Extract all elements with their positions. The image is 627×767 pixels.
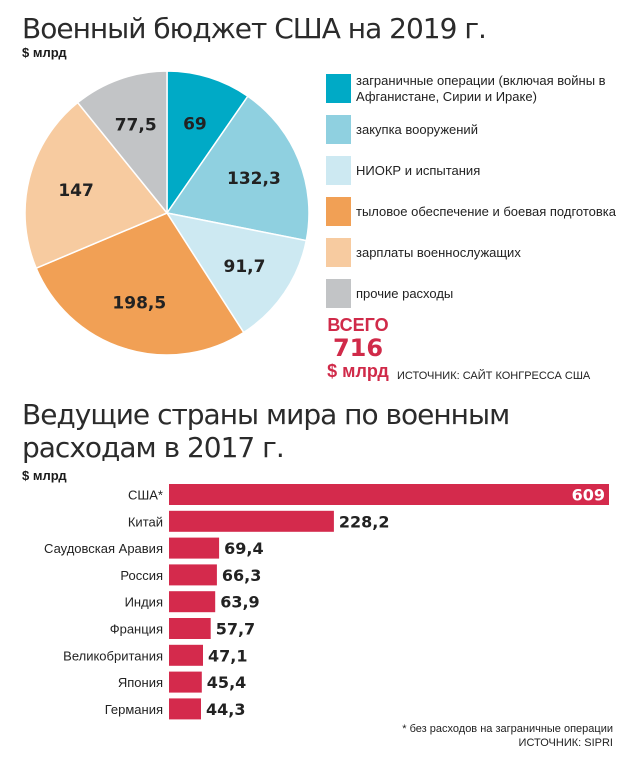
bar-2 bbox=[169, 537, 220, 559]
bar-category-label-1: Китай bbox=[128, 514, 163, 529]
pie-legend: заграничные операции (включая войны в Аф… bbox=[326, 72, 616, 318]
bar-category-label-0: США* bbox=[128, 488, 163, 503]
bar-source: ИСТОЧНИК: SIPRI bbox=[518, 737, 613, 749]
bar-category-label-6: Великобритания bbox=[63, 648, 163, 663]
legend-swatch-1 bbox=[326, 115, 351, 144]
total-label: ВСЕГО bbox=[327, 315, 389, 335]
bar-value-label-8: 44,3 bbox=[206, 700, 245, 719]
legend-label-3: тыловое обеспечение и боевая подготовка bbox=[356, 204, 617, 219]
pie-total: ВСЕГО 716 $ млрд bbox=[318, 315, 398, 381]
bar-category-label-8: Германия bbox=[105, 702, 163, 717]
legend-label-1: закупка вооружений bbox=[356, 122, 478, 137]
pie-chart-title: Военный бюджет США на 2019 г. bbox=[22, 12, 487, 45]
bar-value-label-4: 63,9 bbox=[220, 593, 259, 612]
legend-swatch-5 bbox=[326, 279, 351, 308]
pie-slice-label-3: 198,5 bbox=[112, 294, 166, 314]
bar-value-label-2: 69,4 bbox=[224, 539, 263, 558]
legend-item-0: заграничные операции (включая войны в Аф… bbox=[326, 72, 616, 108]
total-unit: $ млрд bbox=[327, 361, 389, 381]
bar-category-label-7: Япония bbox=[118, 675, 163, 690]
bar-8 bbox=[169, 698, 201, 720]
bar-0 bbox=[169, 484, 609, 505]
bar-value-label-6: 47,1 bbox=[208, 646, 247, 665]
legend-swatch-2 bbox=[326, 156, 351, 185]
footnote-text: * без расходов на заграничные операции bbox=[402, 723, 613, 735]
pie-slice-5 bbox=[76, 70, 168, 216]
bar-category-label-2: Саудовская Аравия bbox=[44, 541, 163, 556]
legend-swatch-3 bbox=[326, 197, 351, 226]
legend-item-3: тыловое обеспечение и боевая подготовка bbox=[326, 195, 616, 231]
bar-value-label-5: 57,7 bbox=[216, 620, 255, 639]
bar-4 bbox=[169, 591, 216, 613]
bar-footnote: * без расходов на заграничные операции И… bbox=[402, 722, 613, 750]
legend-item-4: зарплаты военнослужащих bbox=[326, 236, 616, 272]
bar-category-label-3: Россия bbox=[120, 568, 163, 583]
bar-5 bbox=[169, 618, 211, 639]
legend-label-0: заграничные операции (включая войны в Аф… bbox=[356, 73, 606, 104]
pie-slice-1 bbox=[165, 95, 310, 242]
bar-chart-title-line2: расходам в 2017 г. bbox=[22, 431, 285, 464]
bar-category-label-4: Индия bbox=[125, 595, 163, 610]
pie-slice-label-5: 77,5 bbox=[115, 116, 157, 136]
bar-chart-title-line1: Ведущие страны мира по военным bbox=[22, 398, 510, 431]
legend-item-5: прочие расходы bbox=[326, 277, 616, 313]
legend-swatch-0 bbox=[326, 74, 351, 103]
bar-category-label-5: Франция bbox=[110, 622, 163, 637]
bar-6 bbox=[169, 644, 203, 666]
pie-chart: 69 132,3 91,7 198,5 147 77,5 bbox=[24, 70, 310, 356]
legend-label-4: зарплаты военнослужащих bbox=[356, 245, 521, 260]
bar-chart: США* 609 Китай 228,2 Саудовская Аравия 69,4 Ро… bbox=[44, 484, 609, 720]
legend-label-5: прочие расходы bbox=[356, 286, 454, 301]
pie-slice-4 bbox=[24, 101, 169, 270]
bar-1 bbox=[169, 510, 334, 532]
bar-value-label-7: 45,4 bbox=[207, 673, 246, 692]
pie-source: ИСТОЧНИК: САЙТ КОНГРЕССА США bbox=[397, 370, 591, 382]
pie-slice-label-1: 132,3 bbox=[227, 169, 281, 189]
bar-value-label-3: 66,3 bbox=[222, 566, 261, 585]
bar-unit-label: $ млрд bbox=[22, 468, 67, 483]
bar-value-label-1: 228,2 bbox=[339, 512, 390, 531]
pie-slice-label-0: 69 bbox=[183, 115, 207, 135]
total-value: 716 bbox=[332, 334, 384, 362]
legend-item-1: закупка вооружений bbox=[326, 113, 616, 149]
pie-slice-0 bbox=[166, 70, 249, 216]
pie-slice-label-2: 91,7 bbox=[224, 257, 266, 277]
bar-3 bbox=[169, 564, 217, 586]
bar-7 bbox=[169, 671, 202, 693]
bar-value-label-0: 609 bbox=[572, 486, 605, 505]
legend-item-2: НИОКР и испытания bbox=[326, 154, 616, 190]
pie-unit-label: $ млрд bbox=[22, 45, 67, 60]
legend-label-2: НИОКР и испытания bbox=[356, 163, 481, 178]
pie-slice-label-4: 147 bbox=[58, 181, 94, 201]
pie-slice-2 bbox=[165, 211, 308, 334]
pie-slice-3 bbox=[35, 212, 245, 356]
legend-swatch-4 bbox=[326, 238, 351, 267]
